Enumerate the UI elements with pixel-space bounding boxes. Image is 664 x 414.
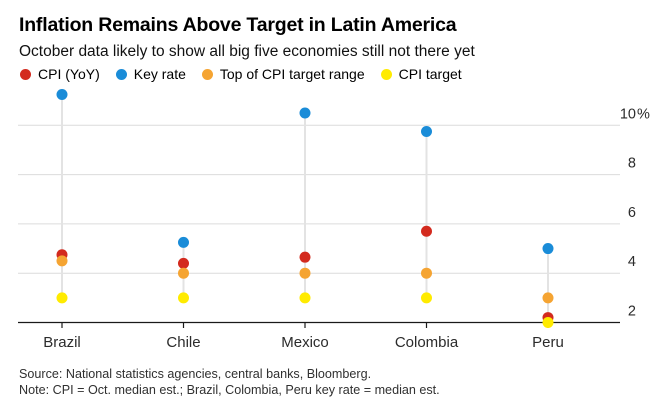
- data-point-mexico-0[interactable]: [299, 251, 311, 263]
- source-note: Source: National statistics agencies, ce…: [19, 367, 372, 381]
- data-point-brazil-2[interactable]: [56, 255, 68, 267]
- data-point-mexico-1[interactable]: [299, 107, 311, 119]
- y-axis-unit-label: %: [637, 106, 650, 122]
- data-point-chile-0[interactable]: [178, 257, 189, 269]
- y-tick-label: 4: [628, 254, 636, 270]
- data-point-colombia-1[interactable]: [421, 125, 432, 137]
- cpi-dot-icon: [20, 68, 31, 80]
- data-point-mexico-2[interactable]: [299, 267, 311, 279]
- data-point-colombia-0[interactable]: [421, 225, 432, 237]
- data-point-peru-3[interactable]: [542, 317, 554, 328]
- x-category-label-brazil: Brazil: [43, 334, 81, 351]
- y-tick-label: 10: [620, 106, 636, 122]
- data-point-brazil-3[interactable]: [56, 292, 68, 304]
- legend-item-key-rate[interactable]: Key rate: [115, 66, 186, 82]
- x-category-label-peru: Peru: [532, 334, 564, 351]
- data-point-colombia-3[interactable]: [421, 292, 432, 304]
- legend-label-top-of-range: Top of CPI target range: [219, 66, 365, 82]
- legend: CPI (YoY) Key rate Top of CPI target ran…: [20, 66, 462, 82]
- data-point-peru-2[interactable]: [542, 292, 554, 304]
- x-category-label-mexico: Mexico: [281, 334, 329, 351]
- top-of-range-dot-icon: [201, 68, 213, 80]
- footer-notes: Source: National statistics agencies, ce…: [19, 366, 440, 398]
- data-point-brazil-1[interactable]: [56, 88, 68, 100]
- chart-title: Inflation Remains Above Target in Latin …: [19, 14, 457, 36]
- legend-item-cpi[interactable]: CPI (YoY): [20, 66, 100, 82]
- x-category-label-chile: Chile: [166, 334, 200, 351]
- data-point-chile-2[interactable]: [178, 267, 189, 279]
- y-tick-label: 8: [628, 156, 636, 172]
- data-point-colombia-2[interactable]: [421, 267, 432, 279]
- data-point-peru-1[interactable]: [542, 243, 554, 255]
- data-point-chile-1[interactable]: [178, 236, 189, 248]
- cpi-target-dot-icon: [380, 68, 392, 80]
- data-point-mexico-3[interactable]: [299, 292, 311, 304]
- legend-item-top-of-range[interactable]: Top of CPI target range: [201, 66, 365, 82]
- chart-subtitle: October data likely to show all big five…: [19, 43, 475, 60]
- methodology-note: Note: CPI = Oct. median est.; Brazil, Co…: [19, 383, 440, 398]
- legend-label-cpi: CPI (YoY): [38, 66, 100, 82]
- key-rate-dot-icon: [115, 68, 127, 80]
- y-tick-label: 6: [628, 205, 636, 221]
- legend-label-key-rate: Key rate: [133, 66, 186, 82]
- x-category-label-colombia: Colombia: [395, 334, 459, 351]
- legend-label-cpi-target: CPI target: [398, 66, 462, 82]
- data-point-chile-3[interactable]: [178, 292, 189, 304]
- legend-item-cpi-target[interactable]: CPI target: [380, 66, 462, 82]
- y-tick-label: 2: [628, 304, 636, 320]
